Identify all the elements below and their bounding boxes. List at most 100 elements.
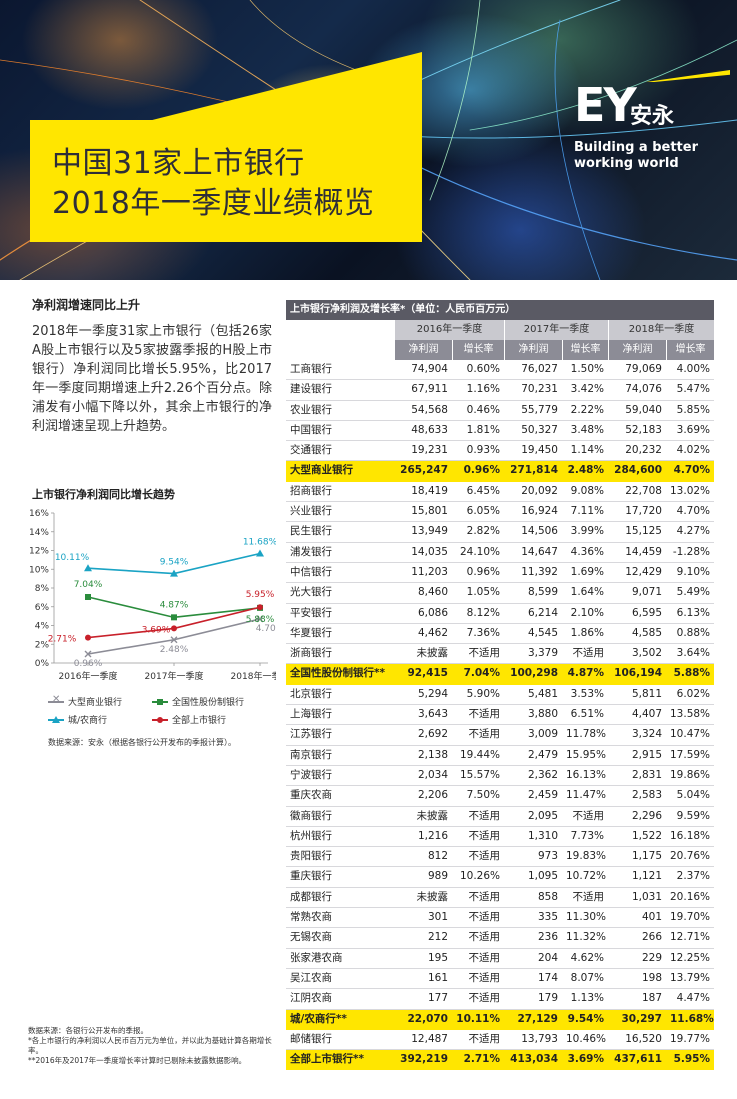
x-marker-icon: ✕: [48, 694, 64, 706]
table-caption: 上市银行净利润及增长率*（单位：人民币百万元）: [286, 300, 714, 320]
growth-2016: 15.57%: [459, 768, 500, 781]
growth-2018: 4.70%: [673, 464, 710, 477]
table-row: 杭州银行 1,216 不适用 1,310 7.73% 1,522 16.18%: [286, 827, 714, 848]
title-line-2: 2018年一季度业绩概览: [52, 186, 375, 221]
growth-2018: 19.86%: [670, 768, 711, 781]
table-row: 光大银行 8,460 1.05% 8,599 1.64% 9,071 5.49%: [286, 583, 714, 604]
table-subtotal-row: 全部上市银行** 392,219 2.71% 413,034 3.69% 437,611 5…: [286, 1050, 714, 1071]
growth-2017: 2.48%: [567, 464, 604, 477]
circle-marker-icon: [152, 716, 168, 724]
profit-2017: 179: [537, 992, 558, 1005]
growth-2017: 7.11%: [570, 505, 604, 518]
growth-2016: 不适用: [468, 911, 501, 924]
footnote: *各上市银行的净利润以人民币百万元为单位，并以此为基础计算各期增长率。: [28, 1036, 272, 1055]
bank-name: 徽商银行: [290, 809, 332, 822]
table-row: 张家港农商 195 不适用 204 4.62% 229 12.25%: [286, 949, 714, 969]
profit-2016: 22,070: [407, 1012, 448, 1025]
growth-2017: 3.99%: [570, 525, 604, 538]
growth-2016: 不适用: [468, 890, 501, 903]
data-point: [170, 569, 178, 577]
growth-2017: 11.47%: [566, 789, 607, 802]
growth-2016: 24.10%: [459, 545, 500, 558]
triangle-marker-icon: [48, 715, 64, 724]
legend-label: 大型商业银行: [68, 698, 123, 708]
profit-2018: 5,811: [631, 687, 662, 700]
growth-2017: 不适用: [572, 809, 605, 822]
bank-name: 宁波银行: [290, 768, 332, 781]
growth-2017: 16.13%: [566, 768, 607, 781]
y-tick-label: 12%: [29, 547, 49, 557]
bank-name: 城/农商行**: [290, 1012, 347, 1025]
table-row: 吴江农商 161 不适用 174 8.07% 198 13.79%: [286, 969, 714, 990]
profit-2016: 12,487: [411, 1032, 448, 1045]
profit-2017: 19,450: [521, 444, 558, 457]
profit-2016: 392,219: [400, 1053, 448, 1066]
profit-2017: 3,379: [527, 647, 558, 660]
profit-2017: 3,009: [527, 728, 558, 741]
bank-name: 成都银行: [290, 890, 332, 903]
growth-2017: 19.83%: [566, 850, 607, 863]
profit-2018: 3,324: [631, 728, 662, 741]
table-row: 宁波银行 2,034 15.57% 2,362 16.13% 2,831 19.86%: [286, 766, 714, 787]
profit-2016: 未披露: [416, 647, 449, 660]
profit-2017: 2,362: [527, 768, 558, 781]
growth-2017: 7.73%: [570, 829, 604, 842]
profit-2016: 14,035: [411, 545, 448, 558]
header-profit: 净利润: [504, 340, 562, 360]
profit-2017: 4,545: [527, 626, 558, 639]
table-row: 兴业银行 15,801 6.05% 16,924 7.11% 17,720 4.70%: [286, 502, 714, 523]
growth-2017: 1.50%: [570, 363, 604, 375]
growth-2017: 6.51%: [570, 708, 604, 721]
data-point: [171, 614, 177, 621]
header-growth: 增长率: [562, 340, 608, 360]
growth-2018: 4.70%: [676, 505, 710, 518]
profit-2016: 195: [427, 951, 448, 964]
hero-banner: 中国31家上市银行 2018年一季度业绩概览 EY 安永 Building a …: [0, 0, 737, 280]
y-tick-label: 16%: [29, 509, 49, 519]
square-marker-icon: [152, 698, 168, 706]
legend-item-joint-stock: 全国性股份制银行: [152, 695, 244, 708]
table-row: 常熟农商 301 不适用 335 11.30% 401 19.70%: [286, 908, 714, 929]
profit-2016: 265,247: [400, 464, 448, 477]
legend-label: 城/农商行: [68, 716, 108, 726]
growth-2018: 19.70%: [670, 911, 711, 924]
profit-2017: 50,327: [521, 423, 558, 436]
table-subtotal-row: 大型商业银行 265,247 0.96% 271,814 2.48% 284,600 4.7…: [286, 461, 714, 482]
growth-2018: 13.58%: [670, 708, 711, 721]
profit-2018: 229: [641, 951, 662, 964]
growth-2018: 16.18%: [670, 829, 711, 842]
profit-2017: 1,095: [527, 870, 558, 883]
x-tick-label: 2018年一季度: [231, 670, 276, 682]
profit-2017: 174: [537, 971, 558, 984]
header-blank: [286, 320, 394, 340]
growth-2018: 4.02%: [676, 444, 710, 457]
growth-2016: 10.11%: [456, 1012, 500, 1025]
growth-2018: 6.13%: [676, 606, 710, 619]
profit-2018: 284,600: [614, 464, 662, 477]
profit-2018: 79,069: [625, 363, 662, 375]
profit-2017: 236: [537, 931, 558, 944]
data-point: [256, 615, 264, 623]
growth-2016: 8.12%: [466, 606, 500, 619]
profit-2016: 未披露: [416, 809, 449, 822]
table-row: 北京银行 5,294 5.90% 5,481 3.53% 5,811 6.02%: [286, 685, 714, 706]
profit-2018: 266: [641, 931, 662, 944]
growth-2017: 2.10%: [570, 606, 604, 619]
table-header-periods: 2016年一季度 2017年一季度 2018年一季度: [286, 320, 714, 340]
table-row: 南京银行 2,138 19.44% 2,479 15.95% 2,915 17.59%: [286, 746, 714, 766]
profit-2018: 106,194: [614, 667, 662, 680]
bank-name: 大型商业银行: [290, 464, 353, 477]
table-row: 重庆银行 989 10.26% 1,095 10.72% 1,121 2.37%: [286, 867, 714, 888]
profit-2018: 187: [641, 992, 662, 1005]
profit-2018: 3,502: [631, 647, 662, 660]
profit-2018: 4,407: [631, 708, 662, 721]
data-point: [85, 594, 91, 600]
profit-2016: 54,568: [411, 403, 448, 416]
profit-2018: 1,522: [631, 829, 662, 842]
profit-2018: 20,232: [625, 444, 662, 457]
bank-name: 重庆银行: [290, 870, 332, 883]
data-label: 9.54%: [160, 558, 189, 568]
profit-2018: 30,297: [621, 1012, 662, 1025]
profit-2016: 13,949: [411, 525, 448, 538]
growth-2017: 4.36%: [570, 545, 604, 558]
